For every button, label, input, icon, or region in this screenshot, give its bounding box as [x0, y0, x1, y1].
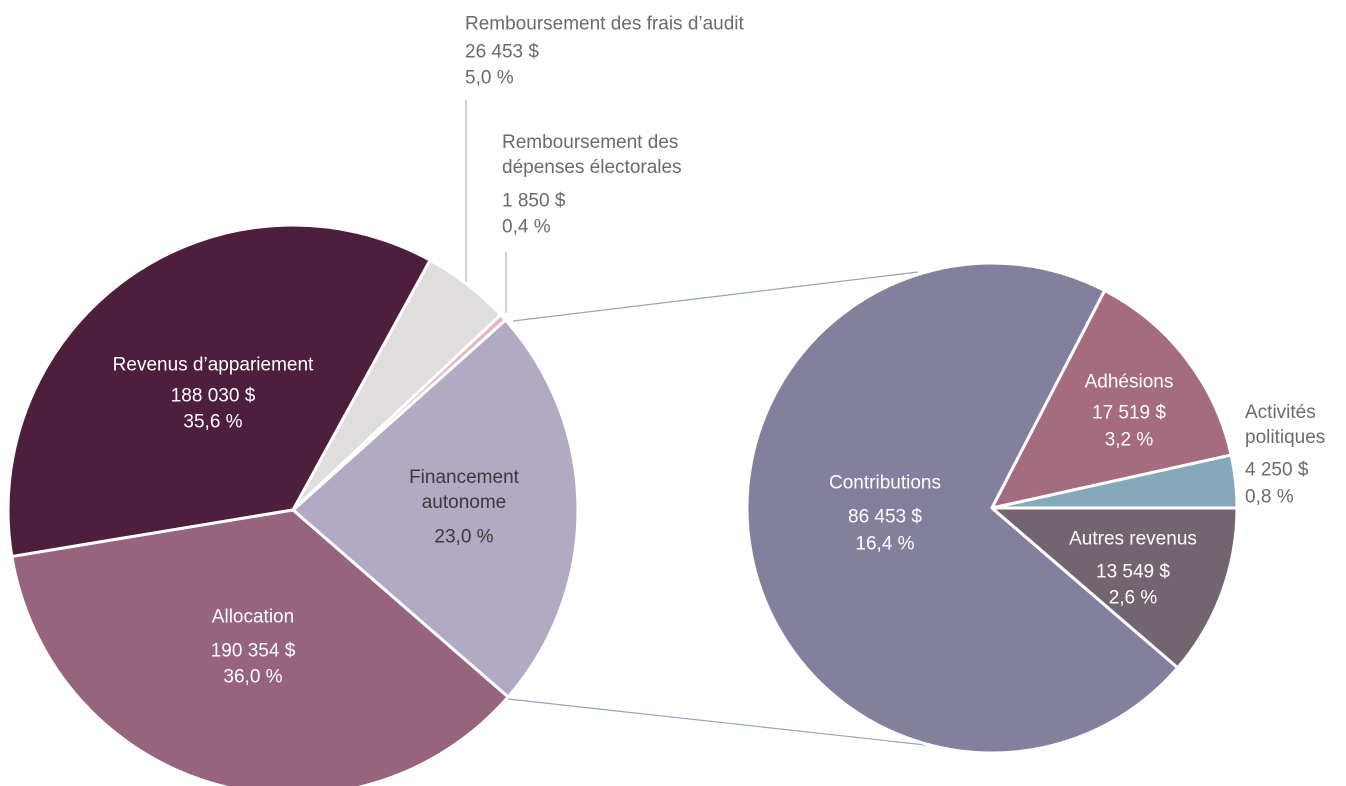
percent-label: 0,4 % [502, 216, 551, 238]
percent-label: 16,4 % [855, 533, 915, 555]
percent-label: 0,8 % [1245, 486, 1294, 508]
pie-slice [990, 288, 1233, 510]
percent-label: 2,6 % [1108, 587, 1158, 609]
amount-label: 13 549 $ [1096, 561, 1170, 583]
slice-label: Remboursement des dépenses électorales [502, 132, 682, 178]
amount-label: 17 519 $ [1092, 402, 1166, 424]
amount-label: 26 453 $ [465, 41, 539, 63]
slice-label: Contributions [829, 472, 941, 494]
amount-label: 86 453 $ [848, 506, 922, 528]
pie-slice [745, 261, 1180, 755]
connector-line [507, 698, 963, 750]
pie-slice [291, 318, 580, 699]
slice-label: Remboursement des frais d’audit [465, 13, 744, 35]
slice-label: Revenus d’appariement [112, 354, 314, 376]
pie-slice [990, 506, 1239, 670]
percent-label: 35,6 % [183, 411, 243, 433]
amount-label: 188 030 $ [170, 385, 256, 407]
connector-line [512, 271, 919, 322]
percent-label: 23,0 % [434, 526, 494, 548]
percent-label: 3,2 % [1104, 429, 1154, 451]
percent-label: 36,0 % [223, 666, 283, 688]
slice-label: Autres revenus [1069, 528, 1197, 550]
slice-label: Allocation [211, 606, 295, 628]
pie-slice [6, 223, 432, 559]
amount-label: 4 250 $ [1245, 459, 1309, 481]
slice-label: Activités politiques [1245, 402, 1326, 448]
amount-label: 1 850 $ [502, 190, 566, 212]
slice-label: Financement autonome [409, 467, 519, 513]
amount-label: 190 354 $ [210, 640, 296, 662]
percent-label: 5,0 % [465, 67, 514, 89]
pie-slice [10, 508, 510, 786]
slice-label: Adhésions [1084, 371, 1174, 393]
